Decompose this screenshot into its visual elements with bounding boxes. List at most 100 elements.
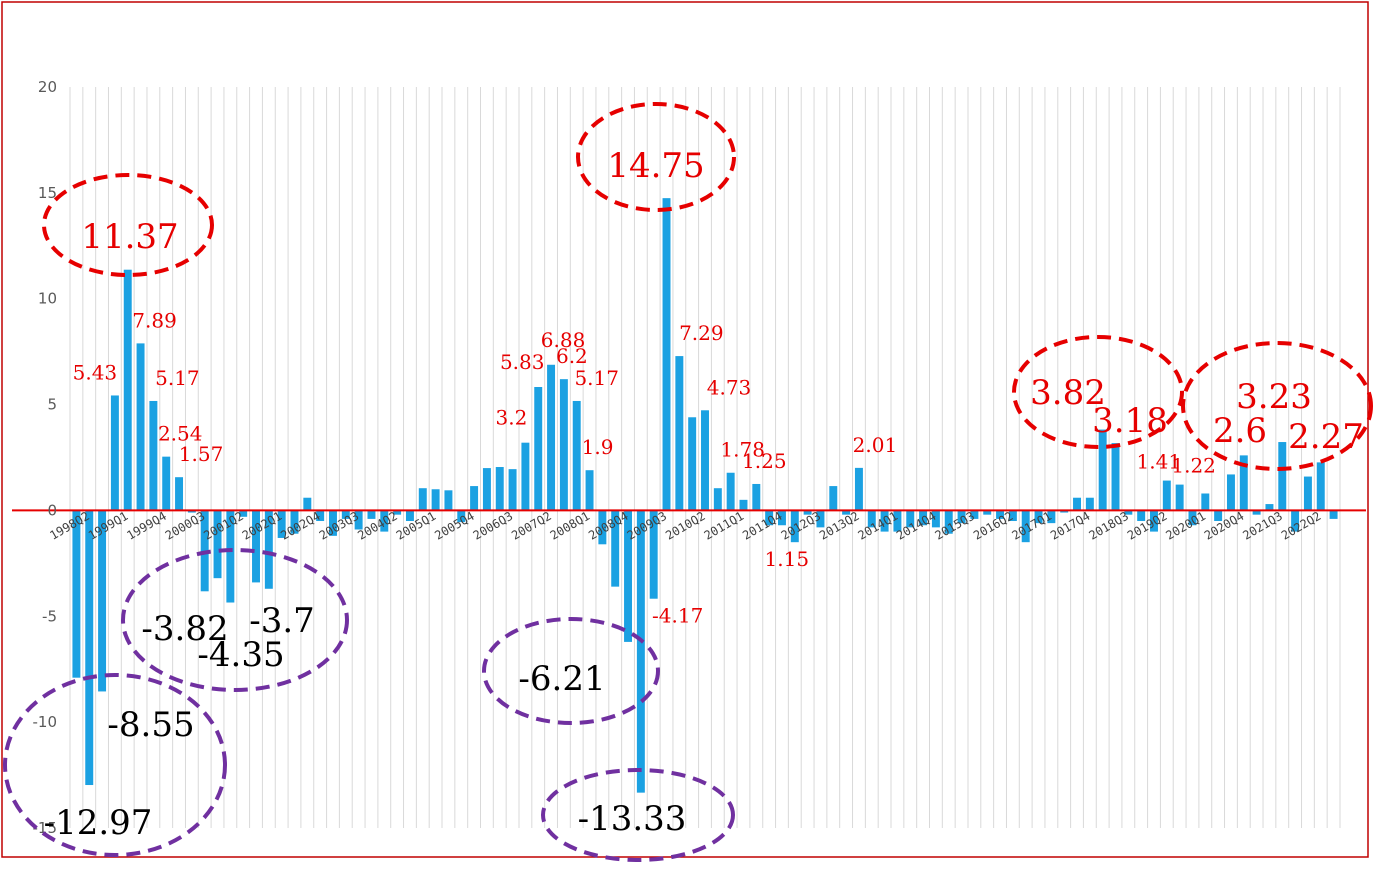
data-label-2009Q3: -4.17 (652, 604, 703, 628)
annotation-text: -3.7 (249, 601, 315, 641)
bar-2021Q2 (1252, 510, 1261, 515)
bar-2012Q1 (777, 510, 786, 526)
bar-2016Q3 (1008, 510, 1017, 522)
bar-2010Q2 (688, 417, 697, 511)
y-tick-label: -5 (42, 607, 57, 625)
bar-2010Q3 (701, 410, 709, 511)
data-label-2000Q1: 2.54 (158, 422, 203, 446)
bar-2011Q3 (752, 483, 761, 511)
bar-2011Q4 (765, 510, 774, 526)
bar-2005Q3 (444, 490, 453, 511)
bar-2002Q3 (290, 510, 299, 534)
data-label-2000Q2: 1.57 (179, 442, 224, 466)
data-label-2019Q4: 1.22 (1171, 454, 1216, 478)
bar-2012Q3 (803, 510, 812, 515)
bar-2005Q4 (457, 510, 466, 523)
data-label-2011Q1: 1.78 (720, 438, 765, 462)
bar-2006Q1 (470, 486, 479, 511)
bar-2002Q1 (264, 510, 273, 589)
data-label-2008Q1: 5.17 (574, 366, 619, 390)
annotation-text: -6.21 (518, 659, 605, 699)
bar-2015Q4 (970, 510, 979, 519)
bar-1998Q2 (72, 510, 81, 678)
bar-2020Q1 (1188, 510, 1197, 526)
annotation-text: -3.82 (141, 609, 228, 649)
annotation-text: -12.97 (44, 803, 153, 843)
bar-2015Q2 (944, 510, 953, 534)
highlight-ellipse-2021 (1181, 341, 1373, 471)
annotation-text: 3.18 (1092, 401, 1168, 441)
data-label-2007Q2: 5.83 (500, 350, 545, 374)
bar-2016Q2 (996, 510, 1005, 519)
highlight-ellipse-2009-trough (541, 768, 735, 862)
highlight-ellipse-2009-peak (576, 102, 736, 212)
data-label-2019Q3: 1.41 (1137, 450, 1182, 474)
bar-2020Q2 (1201, 493, 1210, 511)
bar-1998Q3 (85, 510, 94, 786)
y-tick-label: -15 (33, 819, 58, 837)
bar-2003Q1 (316, 510, 325, 522)
bar-2001Q3 (239, 510, 248, 517)
bar-2022Q2 (1303, 476, 1312, 511)
bar-2009Q1 (624, 510, 633, 642)
bar-2003Q4 (354, 510, 363, 530)
data-label-2012Q2: 1.15 (765, 547, 810, 571)
bar-2021Q1 (1239, 455, 1248, 511)
bar-2004Q2 (380, 510, 389, 532)
bar-2013Q2 (842, 510, 851, 515)
bar-2018Q4 (1124, 510, 1133, 515)
y-tick-label: 15 (38, 184, 57, 202)
bar-1999Q1 (110, 395, 119, 511)
bar-2013Q1 (829, 486, 838, 511)
y-tick-label: 5 (47, 396, 57, 414)
bar-2014Q3 (906, 510, 915, 528)
bar-2008Q3 (598, 510, 607, 545)
bar-2009Q2 (636, 510, 645, 793)
bar-1999Q3 (136, 343, 145, 511)
bar-2018Q2 (1098, 429, 1107, 511)
bar-2019Q1 (1137, 510, 1146, 522)
annotation-text: 2.6 (1213, 411, 1267, 451)
bar-2006Q3 (495, 467, 504, 511)
bar-2011Q2 (739, 499, 748, 511)
data-labels: 5.437.895.172.541.573.25.836.886.25.171.… (73, 308, 1216, 627)
highlight-ellipse-2018 (1012, 335, 1184, 449)
bar-2000Q2 (175, 477, 184, 511)
bar-2007Q1 (521, 442, 530, 511)
bar-2004Q4 (405, 510, 414, 522)
bar-2010Q1 (675, 356, 684, 511)
bar-2017Q1 (1034, 510, 1043, 524)
bar-2013Q4 (867, 510, 876, 528)
bar-2014Q1 (880, 510, 889, 532)
bar-2003Q2 (329, 510, 337, 536)
bar-2004Q3 (393, 510, 402, 515)
bar-2002Q2 (277, 510, 286, 538)
bar-2006Q4 (508, 469, 517, 511)
bar-2009Q3 (649, 510, 658, 599)
data-label-2010Q1: 7.29 (679, 321, 724, 345)
bar-2018Q3 (1111, 443, 1120, 511)
bar-2016Q1 (983, 510, 992, 515)
highlight-ellipse-2009-dip (482, 617, 660, 725)
bar-2012Q2 (790, 510, 799, 543)
annotation-text: 3.23 (1236, 377, 1312, 417)
grid-lines (69, 87, 1341, 828)
bar-2010Q4 (713, 488, 722, 511)
bar-2017Q2 (1047, 510, 1056, 524)
annotation-text: 3.82 (1030, 373, 1106, 413)
bar-2005Q1 (418, 488, 427, 511)
bar-2015Q3 (957, 510, 966, 524)
highlight-ellipse-1998-trough (3, 673, 227, 857)
bar-2001Q2 (226, 510, 235, 603)
chart-border (1, 1, 1369, 858)
bars-layer (72, 198, 1338, 793)
bar-2006Q2 (482, 468, 491, 511)
bar-2022Q3 (1316, 462, 1325, 511)
bar-2007Q4 (559, 379, 568, 511)
bar-2018Q1 (1085, 497, 1094, 511)
highlight-ellipse-1999-peak (42, 173, 214, 277)
bar-1999Q4 (149, 400, 158, 511)
bar-2009Q4 (662, 198, 671, 511)
